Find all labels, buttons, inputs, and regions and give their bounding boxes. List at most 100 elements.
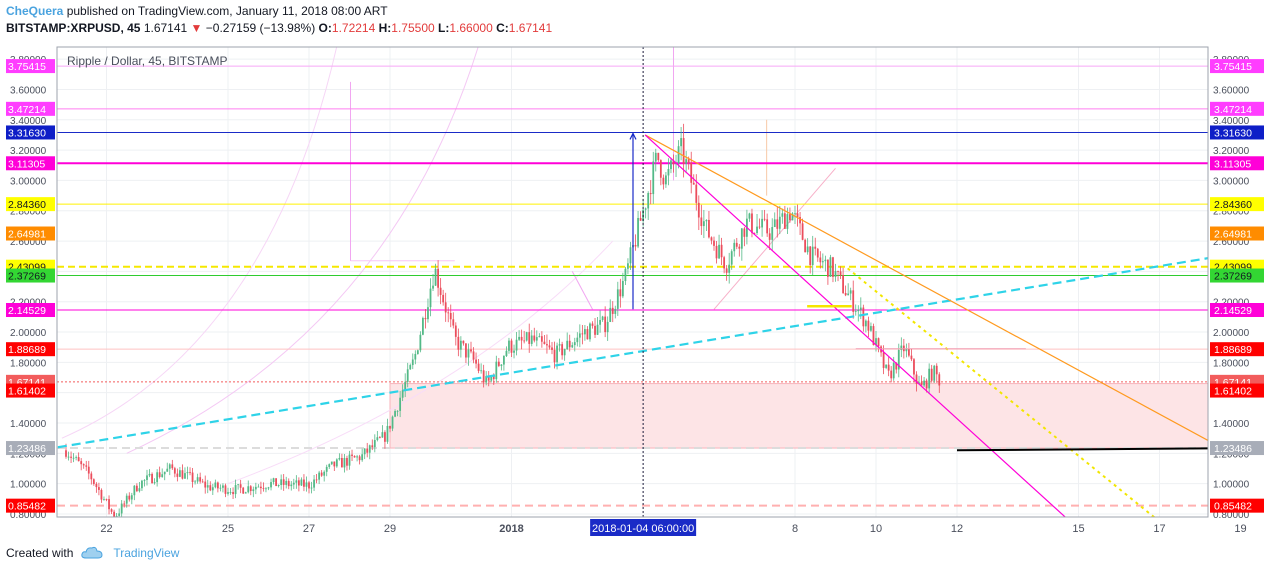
candle-body <box>573 342 576 346</box>
price-tag-right <box>1210 226 1264 241</box>
candle-body <box>649 193 652 195</box>
candle-body <box>452 319 455 326</box>
candle-body <box>652 161 655 195</box>
candle-body <box>644 208 647 210</box>
x-tick-label: 22 <box>100 523 112 535</box>
candle-body <box>143 479 146 481</box>
candle-body <box>692 182 695 185</box>
y-tick-label-left: 3.00000 <box>10 176 47 187</box>
x-tick-label: 15 <box>1072 523 1084 535</box>
candle-body <box>589 323 591 340</box>
candle-body <box>500 364 503 366</box>
price-tag-label-right: 3.47214 <box>1214 104 1252 116</box>
candle-body <box>146 475 148 480</box>
candle-body <box>232 492 234 495</box>
candle-body <box>457 336 460 350</box>
candle-body <box>556 345 558 363</box>
candle-body <box>561 344 564 356</box>
candle-body <box>361 454 364 461</box>
candle-body <box>776 219 779 229</box>
tradingview-logo-icon <box>81 546 103 559</box>
candle-body <box>832 257 834 277</box>
price-chart[interactable]: Ripple / Dollar, 45, BITSTAMP 0.80000 0.80… <box>0 40 1266 540</box>
candle-body <box>265 488 267 490</box>
plot-frame <box>56 46 1209 518</box>
candle-body <box>396 410 399 412</box>
candle-body <box>98 487 100 490</box>
candle-body <box>923 380 925 386</box>
x-tick-label: 12 <box>951 523 963 535</box>
y-tick-label-right: 1.40000 <box>1213 419 1250 430</box>
candle-body <box>540 336 543 342</box>
candle-body <box>930 368 933 381</box>
candle-body <box>153 482 156 484</box>
price-tag-right <box>1210 441 1264 456</box>
candle-body <box>844 293 847 296</box>
candle-body <box>601 316 604 320</box>
candle-body <box>247 486 250 493</box>
candle-body <box>624 268 627 282</box>
candle-body <box>234 485 237 495</box>
x-tick-label: 19 <box>1234 523 1246 535</box>
price-tag-label-left: 2.64981 <box>8 229 46 241</box>
price-tag-right <box>1210 156 1264 171</box>
candle-body <box>842 275 844 294</box>
candle-body <box>224 485 227 494</box>
candle-body <box>100 489 103 500</box>
candle-body <box>295 480 298 483</box>
candle-body <box>918 382 920 384</box>
candle-body <box>804 239 807 253</box>
candle-body <box>558 344 561 346</box>
candle-body <box>763 218 766 220</box>
candle-body <box>272 478 275 483</box>
fan-curve <box>227 240 614 485</box>
candle-body <box>920 382 923 386</box>
candle-body <box>594 325 596 335</box>
candle-body <box>201 481 204 483</box>
candle-body <box>915 374 918 384</box>
candle-body <box>70 456 72 458</box>
y-tick-label-right: 2.60000 <box>1213 237 1250 248</box>
y-tick-label-left: 2.60000 <box>10 237 47 248</box>
channel-trendline <box>57 257 1208 449</box>
candle-body <box>384 432 386 442</box>
candle-body <box>713 240 715 246</box>
candle-body <box>670 160 672 170</box>
candle-body <box>310 487 313 489</box>
candle-body <box>257 486 260 488</box>
candle-body <box>533 335 536 341</box>
candle-body <box>518 336 520 340</box>
candle-body <box>432 285 434 289</box>
candle-body <box>553 349 556 363</box>
candle-body <box>938 374 941 386</box>
x-tick-label: 27 <box>303 523 315 535</box>
price-tag-label-left: 2.37269 <box>8 271 46 283</box>
candle-body <box>657 152 660 161</box>
candle-body <box>738 246 741 249</box>
candle-body <box>80 461 83 465</box>
candle-body <box>92 479 95 484</box>
candles <box>65 123 941 517</box>
candle-body <box>591 323 594 326</box>
candle-body <box>492 376 495 380</box>
candle-body <box>252 489 255 492</box>
y-tick-label-right: 3.60000 <box>1213 85 1250 96</box>
publish-line: CheQuera published on TradingView.com, J… <box>6 3 552 20</box>
candle-body <box>300 479 303 486</box>
candle-body <box>667 169 670 176</box>
candle-body <box>814 246 817 249</box>
candle-body <box>834 271 837 277</box>
candle-body <box>454 325 457 337</box>
tradingview-link[interactable]: TradingView <box>113 546 180 560</box>
candle-body <box>503 356 505 365</box>
candle-body <box>227 492 229 494</box>
candle-body <box>875 338 877 346</box>
candle-body <box>530 335 533 344</box>
candle-body <box>794 213 796 215</box>
candle-body <box>406 369 409 382</box>
author-name[interactable]: CheQuera <box>6 4 64 18</box>
price-change: −0.27159 (−13.98%) <box>205 21 316 35</box>
candle-body <box>829 257 832 277</box>
candle-body <box>665 175 667 185</box>
candle-body <box>389 425 391 429</box>
